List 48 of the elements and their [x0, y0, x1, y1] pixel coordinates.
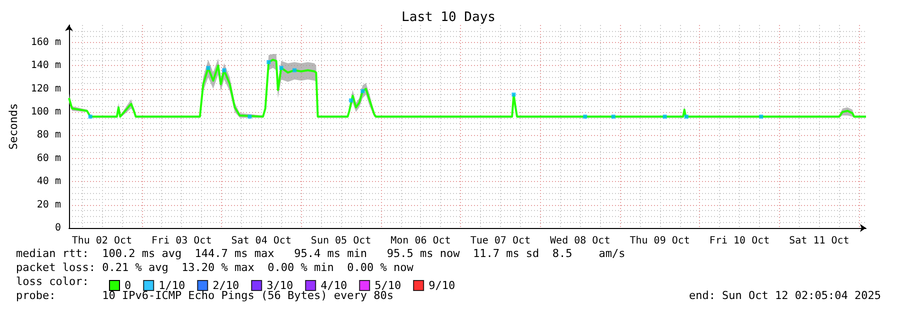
legend-label: 5/10 [374, 279, 402, 292]
point [248, 114, 252, 119]
legend-label: 0 [124, 279, 132, 292]
y-tick-label: 60 m [36, 152, 61, 164]
x-tick-label: Thu 02 Oct [72, 236, 132, 246]
x-tick-label: Sat 11 Oct [789, 236, 850, 246]
x-tick-label: Wed 08 Oct [550, 236, 610, 246]
legend-label: 9/10 [428, 279, 456, 292]
point [348, 98, 353, 102]
legend-label: 3/10 [266, 279, 294, 292]
y-tick-label: 120 m [30, 83, 61, 94]
x-tick-label: Tue 07 Oct [470, 236, 531, 246]
legend-label: 1/10 [158, 279, 186, 292]
point [360, 89, 365, 94]
y-tick-label: 160 m [30, 36, 61, 48]
x-tick-label: Mon 06 Oct [390, 236, 451, 246]
y-tick-label: 20 m [36, 199, 61, 210]
point [292, 68, 297, 72]
x-tick-label: Sun 05 Oct [310, 236, 372, 246]
text: packet loss: 0.21 % avg 13.20 % max 0.00 % min 0.00 % now [16, 261, 414, 274]
point [662, 114, 667, 119]
y-tick-label: 40 m [36, 176, 61, 188]
text: median rtt: 100.2 ms avg 144.7 ms max 95.4 ms min 95.5 ms now 11.7 ms sd 8.5 am/s [16, 247, 626, 260]
point [583, 114, 588, 119]
point [611, 114, 616, 119]
point [684, 114, 688, 119]
x-tick-label: Thu 09 Oct [630, 236, 690, 246]
chart-title: Last 10 Days [402, 10, 496, 25]
point [512, 92, 516, 97]
point [759, 114, 764, 119]
y-tick-label: 100 m [30, 106, 61, 118]
legend-title: loss color: [16, 275, 89, 288]
y-tick-label: 80 m [36, 130, 61, 141]
text: probe: 10 IPv6-ICMP Echo Pings (56 Bytes) every 80s [16, 289, 394, 302]
x-tick-label: Fri 03 Oct [152, 236, 212, 246]
text: end: Sun Oct 12 02:05:04 2025 [688, 289, 882, 302]
point [266, 60, 271, 64]
point [279, 66, 284, 70]
legend-label: 2/10 [212, 279, 240, 292]
x-tick-label: Sat 04 Oct [231, 236, 292, 246]
y-tick-label: 140 m [30, 60, 61, 72]
x-tick-label: Fri 10 Oct [709, 236, 770, 246]
point [222, 68, 226, 72]
y-axis-title: Seconds [7, 103, 20, 150]
legend-label: 4/10 [320, 279, 348, 292]
y-tick-label: 0 [54, 222, 61, 234]
point [88, 114, 92, 119]
point [206, 66, 210, 70]
